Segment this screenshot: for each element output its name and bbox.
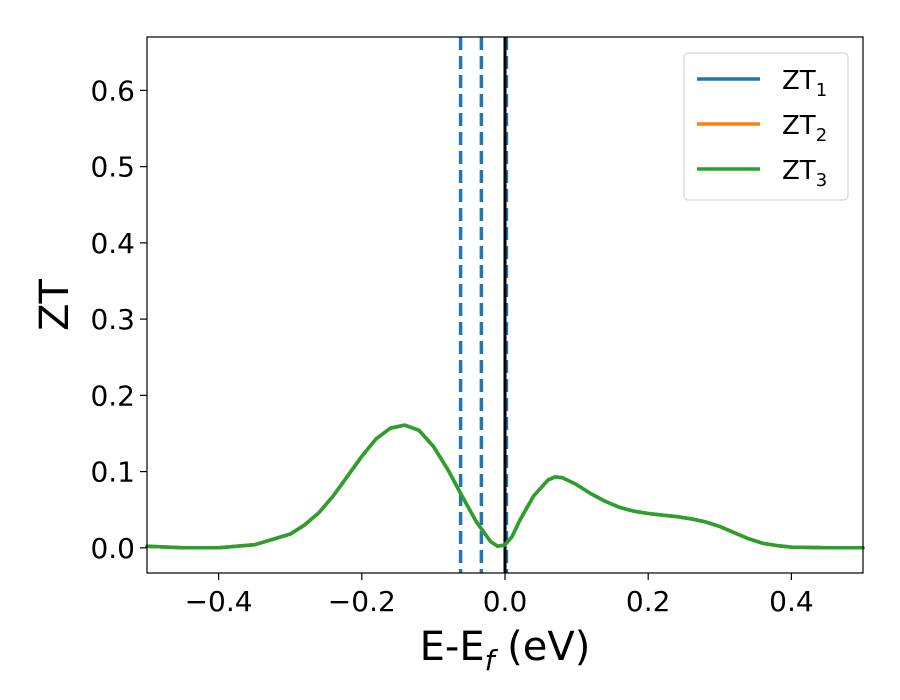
legend: ZT1 ZT2 ZT3 — [683, 52, 849, 201]
x-tick-label: 0.4 — [769, 585, 814, 618]
series-line-zt3 — [145, 423, 865, 550]
y-tick-label: 0.5 — [90, 151, 135, 184]
y-tick-label: 0.0 — [90, 532, 135, 565]
y-tick-label: 0.2 — [90, 379, 135, 412]
reference-lines — [458, 37, 509, 573]
x-tick-label: 0.2 — [626, 585, 671, 618]
x-axis-label-suffix: (eV) — [494, 624, 590, 670]
x-axis-ticks: −0.4 −0.2 0.0 0.2 0.4 — [185, 573, 814, 618]
y-tick-label: 0.6 — [90, 74, 135, 107]
x-tick-label: −0.2 — [328, 585, 396, 618]
x-axis-label-main: E-E — [420, 624, 485, 670]
x-tick-label: 0.0 — [483, 585, 528, 618]
y-axis-label: ZT — [32, 279, 78, 331]
x-tick-label: −0.4 — [185, 585, 253, 618]
y-tick-label: 0.4 — [90, 227, 135, 260]
x-axis-label: E-Ef (eV) — [420, 624, 591, 677]
y-tick-label: 0.1 — [90, 456, 135, 489]
series-lines — [145, 423, 865, 550]
y-tick-label: 0.3 — [90, 303, 135, 336]
legend-box — [683, 52, 849, 201]
legend-label-zt1: ZT1 — [782, 66, 827, 101]
legend-label-zt2: ZT2 — [782, 111, 827, 146]
y-axis-ticks: 0.0 0.1 0.2 0.3 0.4 0.5 0.6 — [90, 74, 147, 565]
legend-label-zt3: ZT3 — [782, 156, 827, 191]
